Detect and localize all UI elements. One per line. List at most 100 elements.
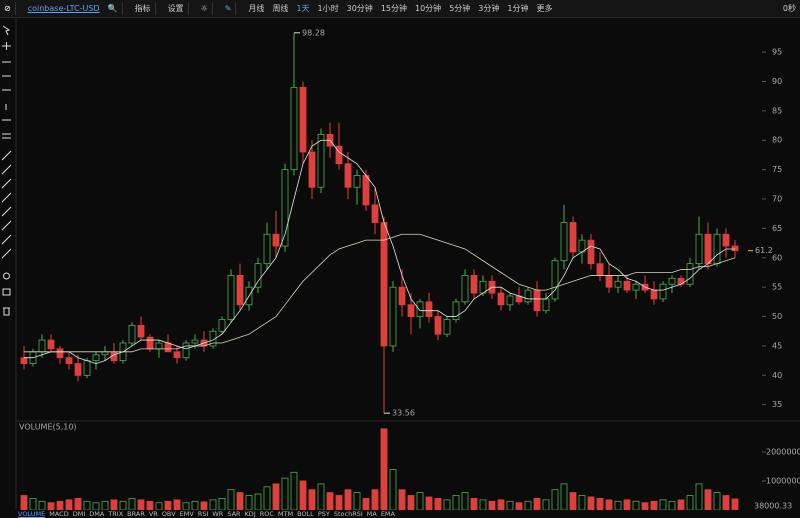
volume-bar [461, 492, 469, 510]
volume-bar [452, 495, 460, 510]
period-button[interactable]: 30分钟 [346, 4, 373, 13]
candle-body [299, 86, 307, 153]
candle-body [209, 330, 217, 347]
indicator-tab[interactable]: MACD [49, 510, 69, 518]
indicator-tab[interactable]: PSY [317, 510, 330, 518]
indicator-tab[interactable]: StochRSI [333, 510, 363, 518]
volume-bar [641, 502, 649, 510]
y-tick-label: 75 [772, 165, 782, 174]
settings-button[interactable]: 设置 [167, 4, 184, 13]
crosshair-tool[interactable] [2, 42, 11, 50]
volume-bar [659, 499, 667, 510]
line-tools[interactable] [2, 61, 11, 139]
candle-body [686, 263, 694, 285]
candle-body [344, 163, 352, 188]
candle-body [587, 239, 595, 265]
volume-bar [362, 497, 370, 510]
indicator-tab[interactable]: OBV [161, 510, 176, 518]
lock-tool[interactable] [2, 288, 11, 296]
candle-body [281, 169, 289, 247]
logo[interactable]: ⊘ [4, 4, 11, 13]
volume-bar [506, 500, 514, 510]
delete-tool[interactable] [3, 307, 10, 316]
cursor-tool[interactable] [2, 25, 11, 36]
volume-bar [281, 477, 289, 510]
volume-bar [317, 483, 325, 510]
candle-body [371, 204, 379, 223]
indicator-tab[interactable]: VOLUME [18, 510, 46, 518]
period-button[interactable]: 5分钟 [449, 4, 471, 13]
period-button[interactable]: 3分钟 [478, 4, 500, 13]
candle-body [650, 289, 658, 300]
candle-body [128, 324, 136, 344]
volume-bar [407, 495, 415, 510]
indicator-tab[interactable]: BRAR [127, 510, 145, 518]
indicator-tab[interactable]: ROC [259, 510, 274, 518]
period-list: 月线 周线 1天 1小时 30分钟 15分钟 10分钟 5分钟 3分钟 1分钟 [244, 3, 532, 14]
more-button[interactable]: 更多 [536, 4, 553, 13]
moving-average [24, 233, 736, 353]
candle-body [632, 283, 640, 291]
indicator-tab[interactable]: DMI [72, 510, 86, 518]
candle-body [218, 319, 226, 332]
candle-body [56, 348, 64, 359]
period-button[interactable]: 周线 [272, 4, 289, 13]
volume-bar [632, 500, 640, 510]
volume-bar [605, 499, 613, 510]
candle-body [461, 275, 469, 303]
period-button[interactable]: 1分钟 [507, 4, 529, 13]
candle-body [443, 319, 451, 335]
indicator-tab[interactable]: WR [212, 510, 224, 518]
candle-body [38, 339, 46, 353]
volume-bar [398, 489, 406, 510]
indicator-tab[interactable]: BOLL [297, 510, 314, 518]
volume-bar [443, 499, 451, 510]
indicators-button[interactable]: 指标 [134, 4, 151, 13]
volume-bar [416, 492, 424, 510]
trend-tools[interactable] [1, 150, 12, 259]
indicator-tab[interactable]: MTM [277, 510, 294, 518]
volume-bar [92, 502, 100, 510]
candle-body [362, 175, 370, 206]
theme-button[interactable]: ☼ [200, 4, 208, 13]
candle-body [524, 289, 532, 303]
volume-bar [335, 495, 343, 510]
indicator-tab[interactable]: KDJ [244, 510, 256, 518]
candle-body [704, 233, 712, 265]
period-button[interactable]: 1小时 [317, 4, 339, 13]
indicator-tab[interactable]: RSI [197, 510, 209, 518]
volume-bar [227, 489, 235, 510]
indicator-tab[interactable]: TRIX [108, 510, 124, 518]
indicator-tab[interactable]: EMV [179, 510, 194, 518]
indicator-tab[interactable]: VR [148, 510, 158, 518]
volume-bar [560, 483, 568, 510]
symbol[interactable]: coinbase-LTC-USD [27, 4, 100, 13]
y-tick-label: 70 [772, 195, 782, 204]
volume-bar [704, 489, 712, 510]
volume-last-label: 38000.33 [754, 502, 792, 511]
volume-bar [119, 500, 127, 510]
period-button[interactable]: 15分钟 [380, 4, 407, 13]
volume-bar [245, 495, 253, 510]
volume-bar [587, 496, 595, 510]
volume-bar [380, 428, 388, 510]
search-icon[interactable]: 🔍 [107, 4, 118, 13]
indicator-tab[interactable]: DMA [89, 510, 105, 518]
volume-bar [38, 500, 46, 510]
period-button[interactable]: 月线 [248, 4, 265, 13]
y-tick-label: 55 [772, 283, 782, 292]
indicator-tab[interactable]: EMA [380, 510, 395, 518]
measure-tool[interactable] [3, 272, 10, 280]
candle-body [146, 336, 154, 350]
period-button[interactable]: 1天 [296, 4, 310, 13]
volume-bar [191, 500, 199, 510]
indicator-tab[interactable]: SAR [227, 510, 241, 518]
draw-button[interactable]: ✎ [224, 4, 232, 13]
y-tick-label: 35 [772, 400, 782, 409]
period-button[interactable]: 10分钟 [415, 4, 442, 13]
volume-bar [731, 498, 739, 510]
indicator-tab[interactable]: MA [366, 510, 377, 518]
y-tick-label: 95 [772, 48, 782, 57]
volume-bar [623, 499, 631, 510]
